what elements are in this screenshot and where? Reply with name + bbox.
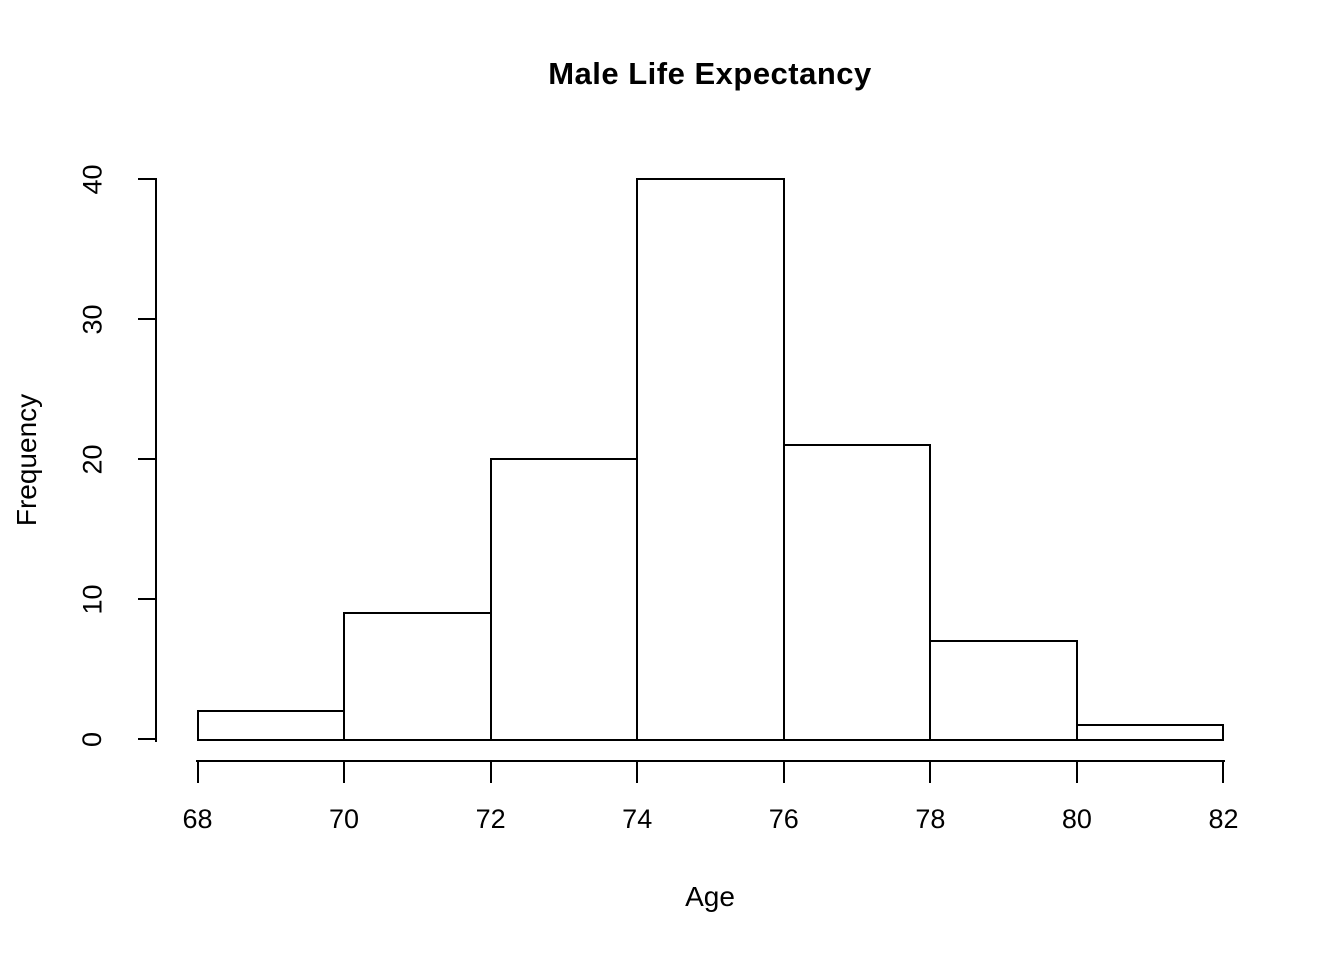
histogram-bar [636, 178, 785, 741]
histogram-bar [782, 444, 932, 741]
y-tick [138, 598, 155, 600]
x-tick [343, 760, 346, 783]
y-axis-line [155, 178, 157, 742]
y-tick-label: 30 [77, 303, 108, 335]
x-tick-label: 80 [1061, 804, 1092, 834]
histogram-bar [929, 640, 1078, 741]
y-tick [138, 178, 155, 180]
x-axis-line [196, 760, 1225, 762]
y-tick-label-box: 10 [63, 569, 123, 629]
x-tick-label: 78 [915, 804, 946, 834]
histogram-bar [489, 458, 639, 741]
x-tick-label: 74 [622, 804, 653, 834]
y-tick-label: 0 [77, 731, 108, 747]
x-tick [929, 760, 932, 783]
y-tick [138, 318, 155, 320]
x-axis-title: Age [685, 881, 735, 912]
histogram-bar [196, 710, 346, 741]
y-tick-label-box: 0 [63, 709, 123, 769]
x-tick [489, 760, 492, 783]
chart-title: Male Life Expectancy [548, 56, 872, 91]
x-tick [782, 760, 785, 783]
y-tick-label: 40 [77, 163, 108, 195]
x-tick [1222, 760, 1225, 783]
y-tick-label-box: 20 [63, 429, 123, 489]
x-tick [196, 760, 199, 783]
y-tick-label: 10 [77, 583, 108, 615]
histogram-bar [1075, 724, 1225, 741]
y-axis-title: Frequency [11, 393, 43, 527]
y-tick [138, 738, 155, 740]
y-tick-label: 20 [77, 443, 108, 475]
x-tick-label: 76 [768, 804, 799, 834]
y-axis-title-box: Frequency [0, 310, 54, 610]
x-tick-label: 72 [475, 804, 506, 834]
y-tick [138, 458, 155, 460]
x-tick-label: 68 [182, 804, 213, 834]
x-tick [636, 760, 639, 783]
y-tick-label-box: 30 [63, 289, 123, 349]
histogram-bar [343, 612, 492, 741]
x-tick-label: 82 [1208, 804, 1239, 834]
y-tick-label-box: 40 [63, 149, 123, 209]
x-tick [1075, 760, 1078, 783]
x-tick-label: 70 [329, 804, 360, 834]
